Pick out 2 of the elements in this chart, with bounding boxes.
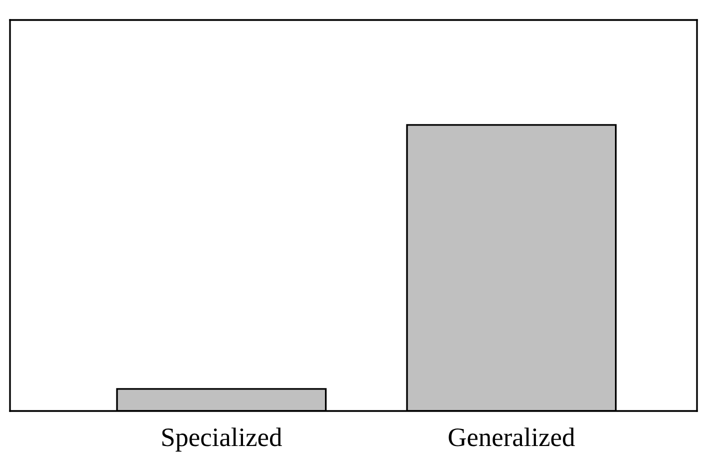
x-tick-label: Specialized	[162, 428, 282, 452]
x-tick-label: Generalized	[448, 428, 575, 446]
